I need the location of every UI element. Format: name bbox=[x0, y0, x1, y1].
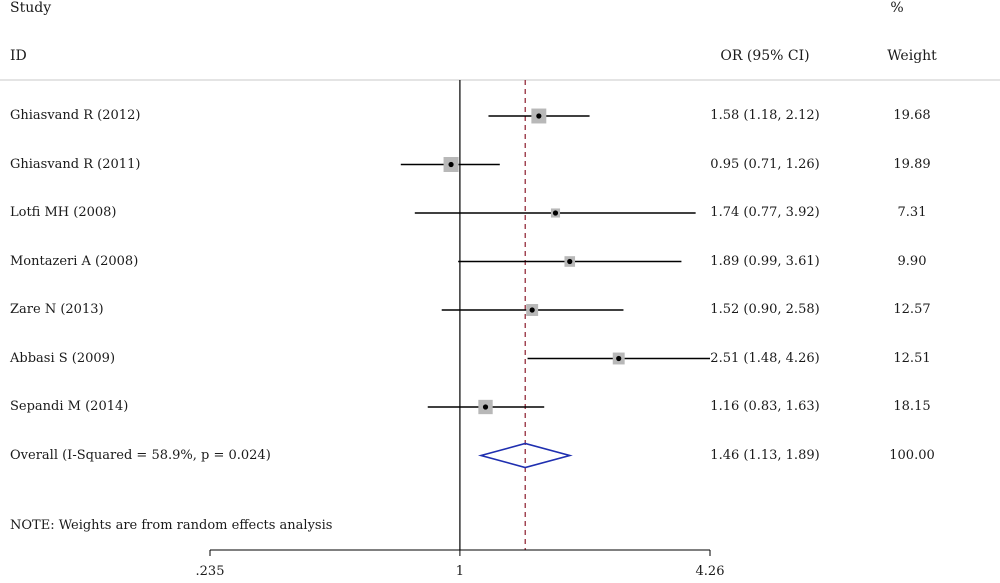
x-tick-label: 1 bbox=[455, 564, 465, 579]
study-weight: 12.51 bbox=[893, 350, 931, 366]
point-estimate bbox=[536, 113, 542, 119]
study-weight: 18.15 bbox=[893, 399, 931, 414]
point-estimate bbox=[529, 307, 535, 313]
study-name: Ghiasvand R (2011) bbox=[10, 156, 141, 172]
point-estimate bbox=[567, 258, 573, 265]
study-or-ci: 1.52 (0.90, 2.58) bbox=[710, 302, 820, 317]
study-or-ci: 2.51 (1.48, 4.26) bbox=[710, 350, 820, 366]
point-estimate bbox=[482, 404, 489, 410]
study-header: Study bbox=[10, 0, 52, 16]
study-weight: 12.57 bbox=[893, 302, 931, 317]
point-estimate bbox=[616, 355, 622, 362]
study-name: Lotfi MH (2008) bbox=[10, 205, 117, 220]
weight-header: Weight bbox=[887, 48, 937, 64]
study-or-ci: 1.16 (0.83, 1.63) bbox=[710, 399, 820, 414]
study-or-ci: 0.95 (0.71, 1.26) bbox=[710, 156, 820, 172]
study-or-ci: 1.74 (0.77, 3.92) bbox=[710, 205, 820, 220]
study-weight: 19.89 bbox=[893, 156, 931, 172]
study-name: Zare N (2013) bbox=[10, 302, 104, 317]
study-weight: 19.68 bbox=[893, 108, 931, 123]
id-header: ID bbox=[10, 48, 27, 64]
study-name: Sepandi M (2014) bbox=[10, 399, 129, 414]
point-estimate bbox=[448, 161, 454, 168]
study-or-ci: 1.58 (1.18, 2.12) bbox=[710, 108, 820, 123]
percent-header: % bbox=[890, 0, 904, 16]
weights-note: NOTE: Weights are from random effects an… bbox=[10, 518, 333, 533]
x-tick-label: .235 bbox=[195, 564, 225, 579]
overall-weight: 100.00 bbox=[889, 447, 935, 463]
overall-diamond bbox=[477, 442, 573, 469]
study-weight: 9.90 bbox=[897, 253, 927, 269]
study-or-ci: 1.89 (0.99, 3.61) bbox=[710, 253, 820, 269]
overall-or-ci: 1.46 (1.13, 1.89) bbox=[710, 447, 820, 463]
study-weight: 7.31 bbox=[897, 205, 927, 220]
overall-label: Overall (I-Squared = 58.9%, p = 0.024) bbox=[10, 447, 271, 463]
x-tick-label: 4.26 bbox=[695, 564, 725, 579]
study-name: Abbasi S (2009) bbox=[10, 350, 116, 366]
point-estimate bbox=[552, 210, 559, 216]
or-ci-header: OR (95% CI) bbox=[720, 48, 810, 64]
study-name: Ghiasvand R (2012) bbox=[10, 108, 141, 123]
study-name: Montazeri A (2008) bbox=[10, 253, 139, 269]
